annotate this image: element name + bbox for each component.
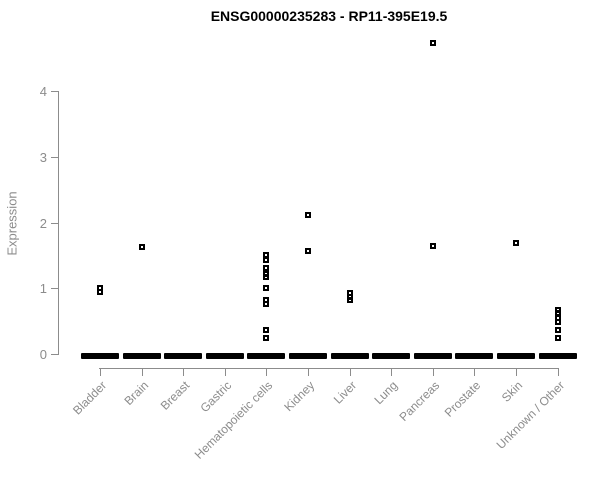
data-point (263, 274, 270, 281)
data-point (305, 247, 311, 254)
zero-expression-bar (497, 353, 535, 359)
x-tick (224, 369, 226, 376)
y-tick (51, 354, 58, 355)
zero-expression-bar (455, 353, 494, 359)
data-point (554, 318, 561, 325)
x-tick (516, 369, 517, 376)
zero-expression-bar (81, 353, 119, 359)
data-point (429, 40, 436, 46)
data-point (263, 301, 270, 308)
data-point (97, 288, 103, 295)
zero-expression-bar (205, 353, 244, 359)
y-tick-label: 2 (39, 215, 47, 231)
data-point (346, 297, 353, 304)
data-point (429, 242, 436, 249)
x-tick (308, 369, 309, 376)
zero-expression-bar (372, 353, 411, 359)
zero-expression-bar (538, 353, 577, 359)
zero-expression-bar (122, 353, 161, 359)
data-point (263, 264, 270, 271)
data-point (138, 243, 145, 250)
y-axis-title: Expression (4, 191, 20, 256)
x-tick (266, 369, 268, 376)
x-tick (100, 369, 101, 376)
x-tick (474, 369, 476, 376)
x-tick (391, 369, 393, 376)
x-tick (141, 369, 143, 376)
y-tick (51, 222, 58, 224)
chart-title: ENSG00000235283 - RP11-395E19.5 (210, 8, 448, 24)
zero-expression-bar (289, 353, 327, 359)
x-tick (183, 369, 185, 376)
data-point (263, 284, 270, 291)
data-point (554, 326, 561, 333)
data-point (263, 256, 270, 263)
data-point (513, 239, 519, 246)
x-tick (557, 369, 559, 376)
zero-expression-bar (164, 353, 203, 359)
zero-expression-bar (330, 353, 369, 359)
y-tick-label: 0 (39, 347, 47, 362)
data-point (305, 212, 311, 219)
y-tick (51, 91, 58, 92)
data-point (263, 326, 270, 333)
zero-expression-bar (247, 353, 286, 359)
data-point (554, 334, 561, 341)
x-tick (349, 369, 351, 376)
y-tick (51, 288, 58, 290)
data-point (263, 335, 270, 342)
x-tick (432, 369, 434, 376)
x-axis-line (99, 368, 559, 369)
y-axis-line (58, 91, 59, 355)
y-tick-label: 4 (39, 84, 47, 99)
y-tick (51, 156, 58, 158)
zero-expression-bar (413, 353, 452, 359)
y-tick-label: 3 (39, 149, 47, 165)
y-tick-label: 1 (39, 281, 47, 297)
